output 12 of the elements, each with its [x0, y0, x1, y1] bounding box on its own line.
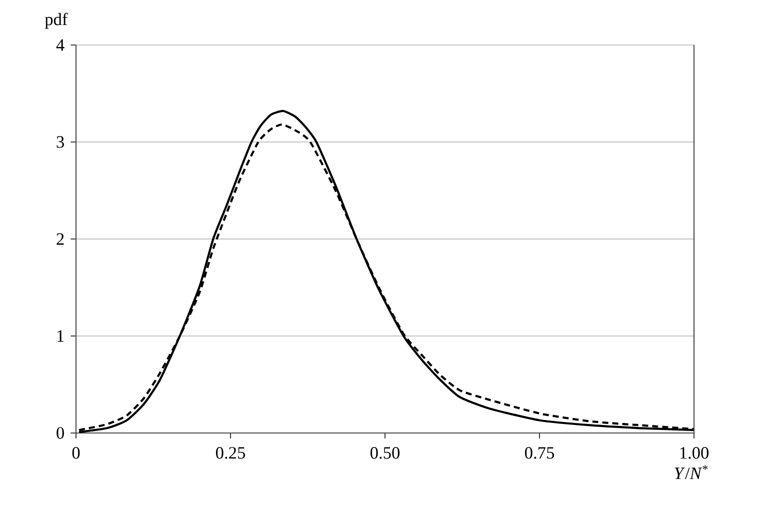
x-tick-label: 0.50: [370, 447, 400, 459]
y-tick-label: 1: [57, 330, 64, 342]
x-tick-label: 0.25: [216, 447, 245, 459]
y-tick-label: 0: [56, 427, 64, 439]
x-tick-label: 1.00: [680, 447, 709, 459]
x-axis-title: Y/N$^{*}$: [674, 465, 708, 480]
y-tick-label: 2: [56, 233, 64, 245]
x-tick-label: 0: [72, 447, 80, 459]
y-tick-label: 4: [56, 39, 64, 51]
x-tick-label: 0.75: [525, 447, 554, 459]
y-tick-label: 3: [56, 136, 64, 148]
y-axis-title: pdf: [44, 12, 68, 29]
